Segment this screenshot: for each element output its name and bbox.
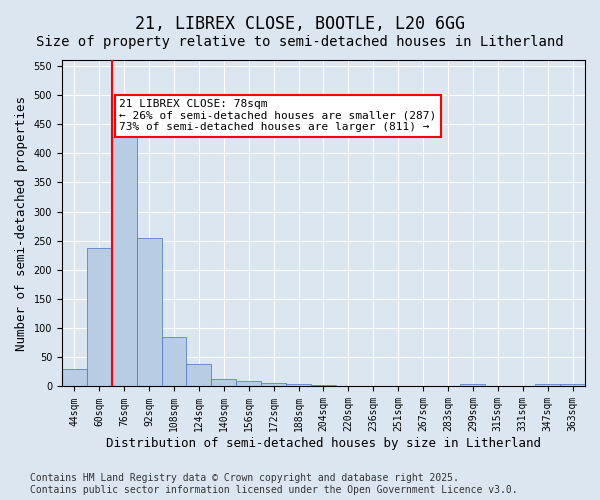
Bar [112, 137, 137, 386]
Bar [211, 379, 236, 386]
Bar [137, 238, 161, 386]
Bar [62, 369, 87, 386]
Bar [187, 364, 211, 386]
Bar [535, 384, 560, 386]
Y-axis label: Number of semi-detached properties: Number of semi-detached properties [15, 96, 28, 350]
Bar [236, 381, 261, 386]
Text: 21 LIBREX CLOSE: 78sqm
← 26% of semi-detached houses are smaller (287)
73% of se: 21 LIBREX CLOSE: 78sqm ← 26% of semi-det… [119, 99, 436, 132]
X-axis label: Distribution of semi-detached houses by size in Litherland: Distribution of semi-detached houses by … [106, 437, 541, 450]
Text: 21, LIBREX CLOSE, BOOTLE, L20 6GG: 21, LIBREX CLOSE, BOOTLE, L20 6GG [135, 15, 465, 33]
Text: Size of property relative to semi-detached houses in Litherland: Size of property relative to semi-detach… [36, 35, 564, 49]
Bar [261, 383, 286, 386]
Bar [286, 384, 311, 386]
Bar [87, 248, 112, 386]
Text: Contains HM Land Registry data © Crown copyright and database right 2025.
Contai: Contains HM Land Registry data © Crown c… [30, 474, 518, 495]
Bar [460, 384, 485, 386]
Bar [560, 384, 585, 386]
Bar [161, 337, 187, 386]
